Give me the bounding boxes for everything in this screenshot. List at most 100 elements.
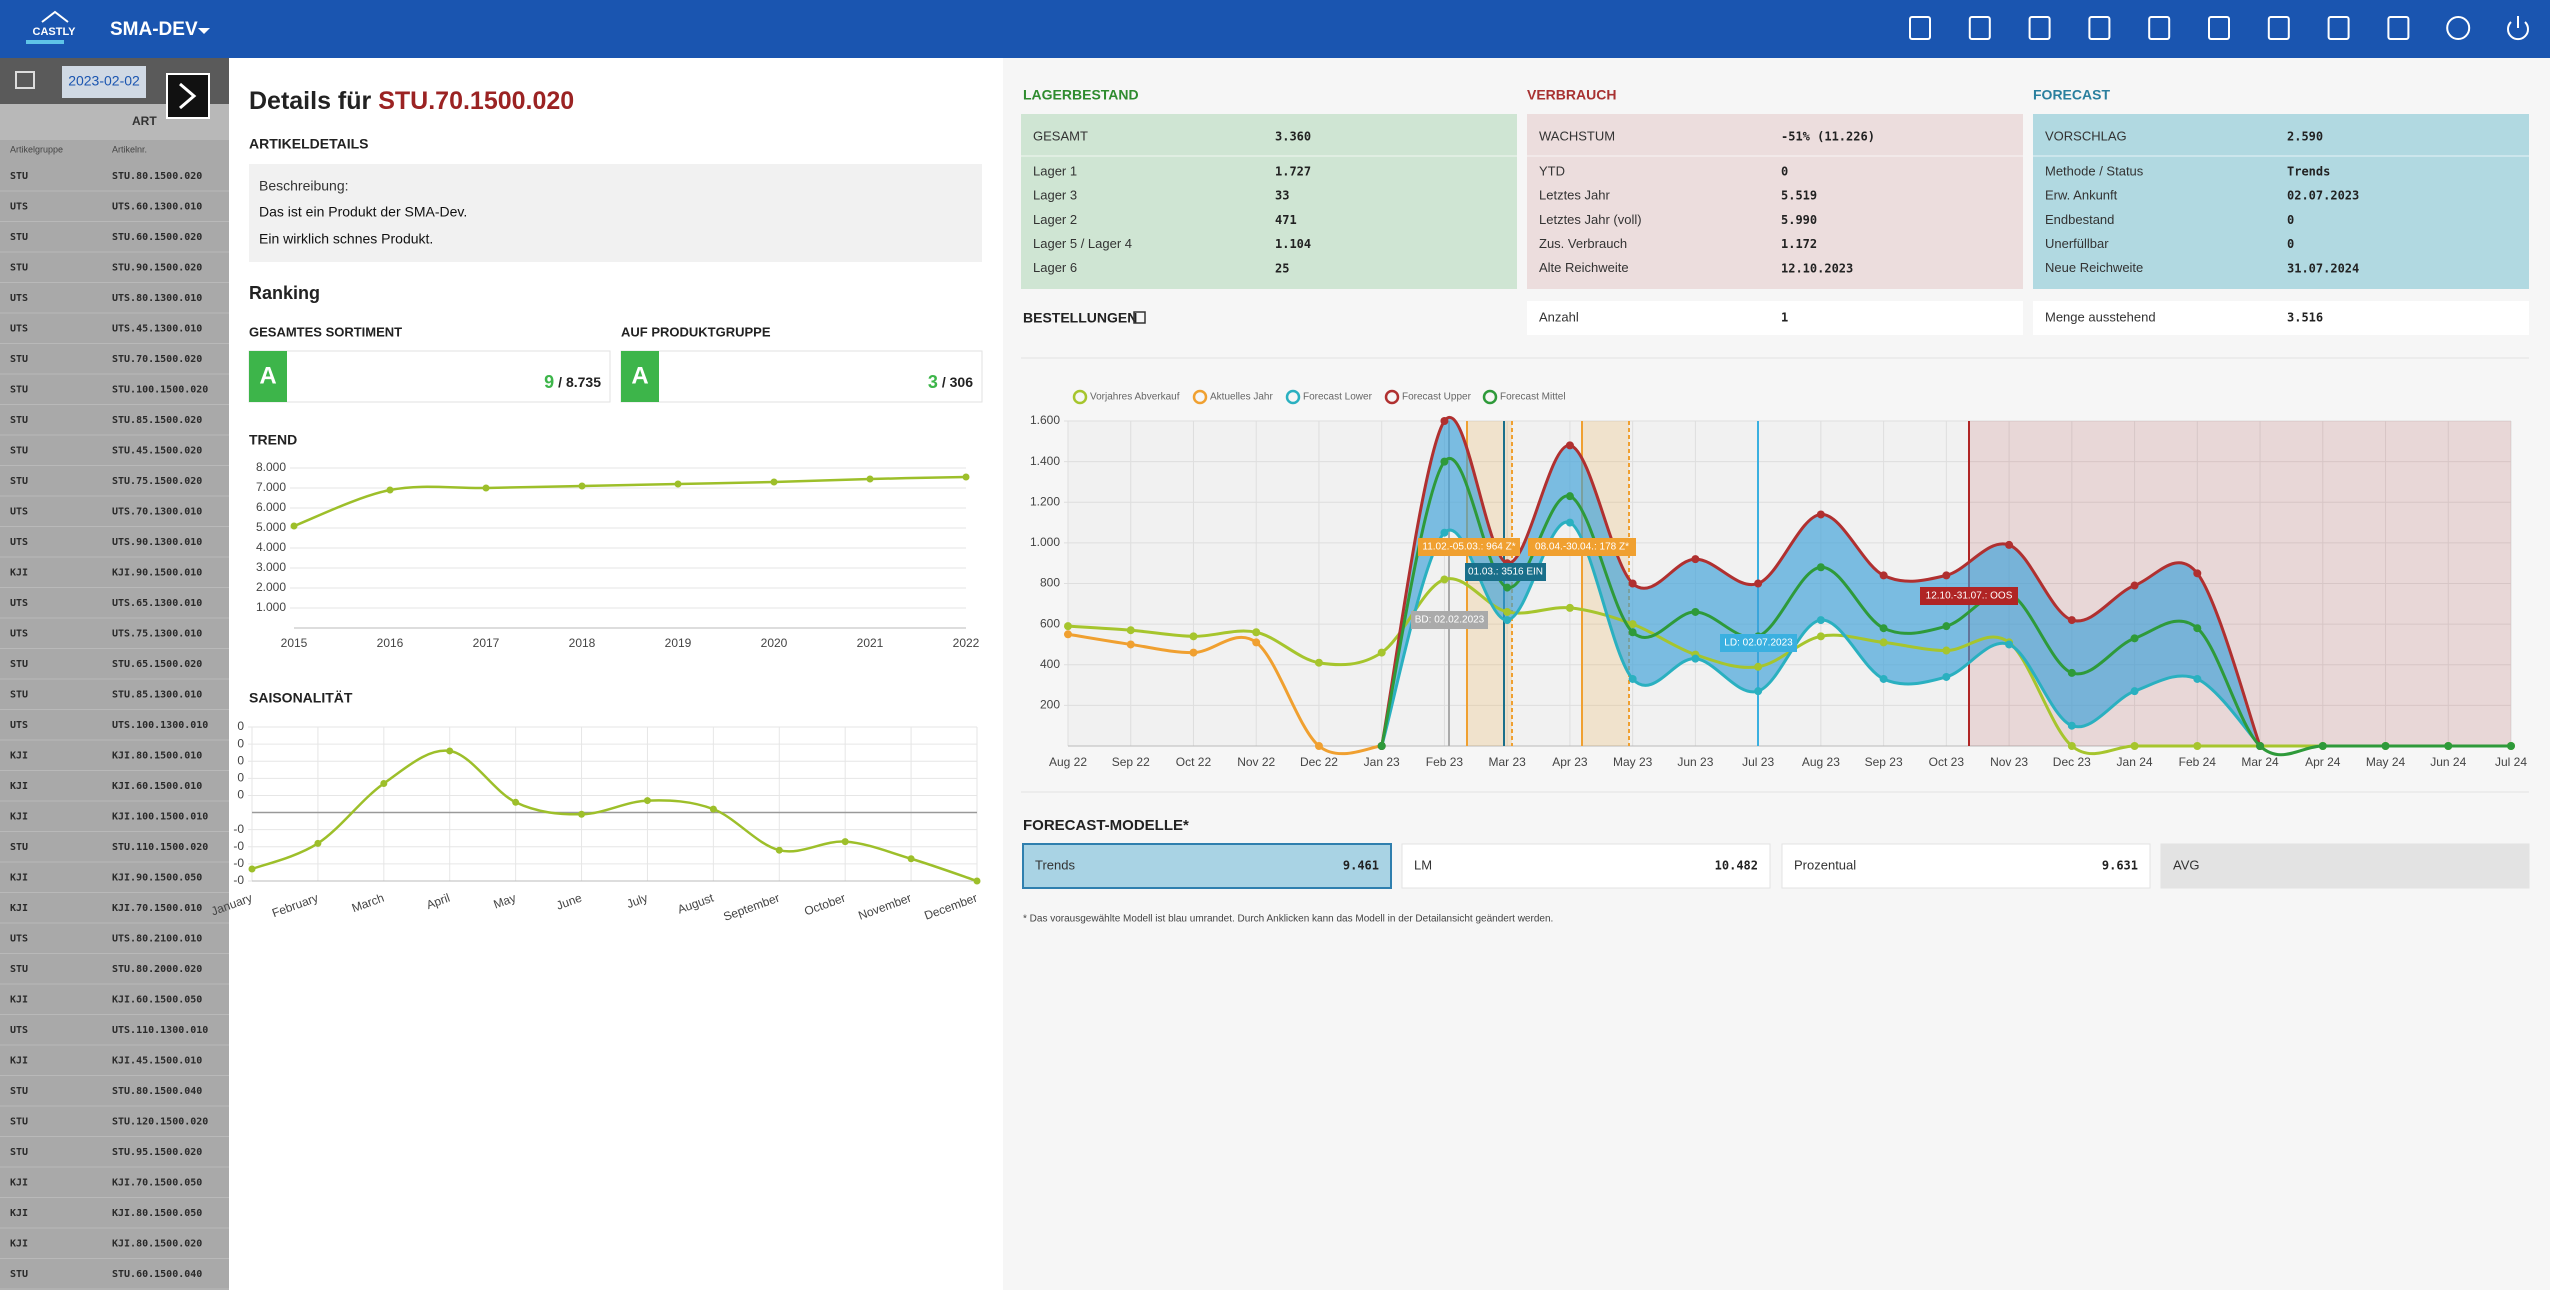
legend-swatch[interactable] <box>1482 389 1498 405</box>
article-cell[interactable]: STU.80.1500.020 <box>112 171 202 182</box>
article-cell[interactable]: UTS.80.2100.010 <box>112 934 202 945</box>
environment[interactable]: SMA-DEV <box>110 19 198 40</box>
group-cell[interactable]: KJI <box>10 1056 28 1067</box>
group-cell[interactable]: STU <box>10 1147 28 1158</box>
legend-swatch[interactable] <box>1192 389 1208 405</box>
date-box[interactable] <box>62 66 146 98</box>
group-cell[interactable]: STU <box>10 1117 28 1128</box>
group-cell[interactable]: STU <box>10 1269 28 1280</box>
toolbar-icon[interactable] <box>2148 16 2171 40</box>
article-cell[interactable]: STU.120.1500.020 <box>112 1117 208 1128</box>
article-cell[interactable]: KJI.80.1500.020 <box>112 1239 202 1250</box>
article-cell[interactable]: KJI.100.1500.010 <box>112 812 208 823</box>
group-cell[interactable]: KJI <box>10 873 28 884</box>
group-cell[interactable]: UTS <box>10 934 28 945</box>
article-cell[interactable]: UTS.65.1300.010 <box>112 598 202 609</box>
group-cell[interactable]: KJI <box>10 1239 28 1250</box>
article-cell[interactable]: UTS.80.1300.010 <box>112 293 202 304</box>
group-cell[interactable]: STU <box>10 446 28 457</box>
group-cell[interactable]: STU <box>10 263 28 274</box>
article-cell[interactable]: STU.95.1500.020 <box>112 1147 202 1158</box>
group-cell[interactable]: KJI <box>10 568 28 579</box>
article-cell[interactable]: KJI.70.1500.050 <box>112 1178 202 1189</box>
group-cell[interactable]: STU <box>10 842 28 853</box>
article-cell[interactable]: UTS.60.1300.010 <box>112 202 202 213</box>
article-cell[interactable]: KJI.70.1500.010 <box>112 903 202 914</box>
article-cell[interactable]: STU.90.1500.020 <box>112 263 202 274</box>
article-cell[interactable]: UTS.45.1300.010 <box>112 324 202 335</box>
group-cell[interactable]: STU <box>10 476 28 487</box>
group-cell[interactable]: STU <box>10 354 28 365</box>
article-cell[interactable]: STU.45.1500.020 <box>112 446 202 457</box>
article-cell[interactable]: STU.80.1500.040 <box>112 1086 202 1097</box>
group-cell[interactable]: STU <box>10 690 28 701</box>
group-cell[interactable]: UTS <box>10 629 28 640</box>
toolbar-icon[interactable] <box>2446 16 2471 40</box>
expand-button[interactable] <box>166 73 210 119</box>
article-cell[interactable]: KJI.60.1500.050 <box>112 995 202 1006</box>
article-cell[interactable]: KJI.80.1500.050 <box>112 1208 202 1219</box>
article-cell[interactable]: UTS.110.1300.010 <box>112 1025 208 1036</box>
legend-swatch[interactable] <box>1072 389 1088 405</box>
toolbar-icon[interactable] <box>1968 16 1991 40</box>
group-cell[interactable]: KJI <box>10 812 28 823</box>
group-cell[interactable]: STU <box>10 385 28 396</box>
group-cell[interactable]: KJI <box>10 1178 28 1189</box>
article-cell[interactable]: STU.70.1500.020 <box>112 354 202 365</box>
group-cell[interactable]: UTS <box>10 293 28 304</box>
group-cell[interactable]: KJI <box>10 781 28 792</box>
article-cell[interactable]: STU.85.1300.010 <box>112 690 202 701</box>
article-cell[interactable]: KJI.60.1500.010 <box>112 781 202 792</box>
orders-checkbox[interactable] <box>1133 311 1146 324</box>
toolbar-icon[interactable] <box>2028 16 2051 40</box>
article-cell[interactable]: STU.100.1500.020 <box>112 385 208 396</box>
article-cell[interactable]: UTS.75.1300.010 <box>112 629 202 640</box>
article-cell[interactable]: STU.85.1500.020 <box>112 415 202 426</box>
model-box[interactable] <box>2160 843 2530 889</box>
legend-swatch[interactable] <box>1384 389 1400 405</box>
calendar-icon[interactable] <box>15 71 35 89</box>
group-cell[interactable]: STU <box>10 232 28 243</box>
group-cell[interactable]: STU <box>10 1086 28 1097</box>
toolbar-icon[interactable] <box>2208 16 2230 40</box>
group-cell[interactable]: UTS <box>10 324 28 335</box>
article-cell[interactable]: STU.80.2000.020 <box>112 964 202 975</box>
toolbar-icon[interactable] <box>2088 16 2111 40</box>
article-cell[interactable]: KJI.45.1500.010 <box>112 1056 202 1067</box>
group-cell[interactable]: KJI <box>10 751 28 762</box>
group-cell[interactable]: UTS <box>10 1025 28 1036</box>
legend-swatch[interactable] <box>1285 389 1301 405</box>
model-box[interactable] <box>1401 843 1771 889</box>
article-cell[interactable]: STU.110.1500.020 <box>112 842 208 853</box>
model-box[interactable] <box>1781 843 2151 889</box>
group-cell[interactable]: STU <box>10 415 28 426</box>
toolbar-icon[interactable] <box>2327 16 2350 40</box>
group-cell[interactable]: STU <box>10 964 28 975</box>
toolbar-icon[interactable] <box>1909 16 1931 40</box>
group-cell[interactable]: UTS <box>10 202 28 213</box>
group-cell[interactable]: STU <box>10 171 28 182</box>
group-cell[interactable]: UTS <box>10 598 28 609</box>
group-cell[interactable]: UTS <box>10 507 28 518</box>
group-cell[interactable]: UTS <box>10 720 28 731</box>
group-cell[interactable]: KJI <box>10 995 28 1006</box>
article-cell[interactable]: UTS.70.1300.010 <box>112 507 202 518</box>
dropdown-caret[interactable] <box>198 28 210 34</box>
group-cell[interactable]: KJI <box>10 903 28 914</box>
article-cell[interactable]: STU.65.1500.020 <box>112 659 202 670</box>
article-cell[interactable]: STU.60.1500.020 <box>112 232 202 243</box>
article-cell[interactable]: STU.60.1500.040 <box>112 1269 202 1280</box>
group-cell[interactable]: KJI <box>10 1208 28 1219</box>
toolbar-icon[interactable] <box>2507 16 2529 41</box>
group-cell[interactable]: STU <box>10 659 28 670</box>
group-cell[interactable]: UTS <box>10 537 28 548</box>
article-cell[interactable]: UTS.100.1300.010 <box>112 720 208 731</box>
article-cell[interactable]: UTS.90.1300.010 <box>112 537 202 548</box>
model-box[interactable] <box>1022 843 1392 889</box>
toolbar-icon[interactable] <box>2387 16 2410 40</box>
toolbar-icon[interactable] <box>2267 16 2290 40</box>
article-cell[interactable]: KJI.90.1500.050 <box>112 873 202 884</box>
article-cell[interactable]: STU.75.1500.020 <box>112 476 202 487</box>
article-cell[interactable]: KJI.90.1500.010 <box>112 568 202 579</box>
article-cell[interactable]: KJI.80.1500.010 <box>112 751 202 762</box>
